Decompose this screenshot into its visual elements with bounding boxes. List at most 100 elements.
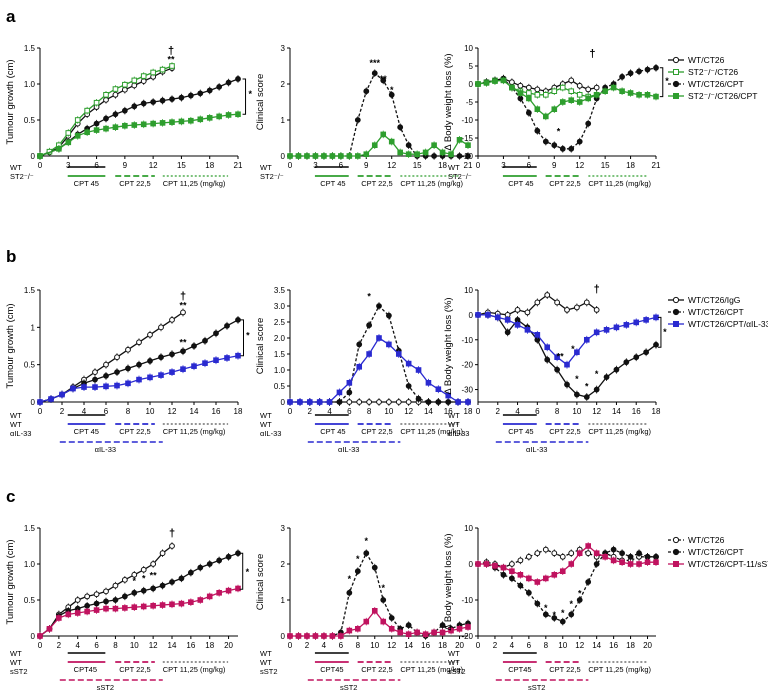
y-tick-label: 3.5 — [274, 286, 286, 295]
schedule-dose-label: CPT 11,25 (mg/kg) — [163, 179, 226, 188]
data-point — [380, 597, 387, 603]
data-point — [627, 561, 634, 567]
data-point — [602, 88, 608, 95]
data-point — [112, 124, 119, 131]
data-point — [534, 299, 541, 306]
data-point — [559, 618, 566, 625]
significance-bracket — [240, 319, 244, 357]
data-point — [93, 120, 100, 127]
data-point — [380, 618, 387, 625]
legend-label: ST2⁻/⁻/CT26 — [688, 67, 738, 77]
data-point — [150, 99, 157, 105]
data-point — [619, 73, 625, 80]
x-tick-label: 16 — [421, 641, 430, 650]
y-tick-label: 3 — [281, 44, 286, 53]
data-point — [610, 84, 617, 91]
data-point — [316, 399, 323, 405]
data-point — [554, 299, 561, 306]
schedule-row-label: WT — [260, 420, 272, 429]
data-point — [354, 568, 361, 575]
schedule-dose-label: CPT 11,25 (mg/kg) — [588, 665, 651, 674]
data-point — [543, 92, 549, 98]
data-point — [84, 129, 90, 136]
series-blue-filled-square — [37, 351, 241, 406]
data-point — [534, 550, 541, 557]
data-point — [158, 354, 164, 361]
schedule-dose-label: CPT 45 — [320, 179, 345, 188]
data-point — [224, 322, 230, 329]
data-point — [321, 633, 327, 639]
legend-marker — [672, 308, 680, 316]
x-tick-label: 0 — [288, 407, 293, 416]
significance-annotation: ** — [557, 352, 565, 362]
data-point — [559, 84, 566, 91]
data-point — [112, 86, 119, 92]
legend-label: WT/CT26 — [688, 535, 725, 545]
significance-annotation: * — [246, 567, 250, 577]
data-point — [376, 303, 382, 309]
y-tick-label: 1.0 — [24, 560, 36, 569]
data-point — [216, 590, 222, 596]
data-point — [93, 607, 100, 613]
data-point — [500, 571, 507, 578]
x-tick-label: 21 — [234, 161, 243, 170]
data-point — [483, 561, 490, 567]
data-point — [74, 133, 81, 139]
data-point — [431, 629, 437, 636]
x-tick-label: 8 — [555, 407, 560, 416]
data-point — [568, 97, 575, 104]
x-tick-label: 10 — [558, 641, 567, 650]
data-point — [287, 633, 293, 639]
data-point — [439, 149, 446, 156]
data-point — [187, 92, 194, 99]
legend-a: WT/CT26 ST2⁻/⁻/CT26 WT/CT26/CPT ST2⁻/⁻/CT26… — [668, 55, 757, 101]
data-point — [465, 399, 471, 405]
data-point — [346, 627, 353, 634]
data-point — [542, 546, 549, 553]
schedule-agent-label: αIL-33 — [338, 445, 359, 454]
data-point — [225, 553, 232, 560]
y-tick-label: -10 — [461, 336, 473, 345]
data-point — [304, 633, 310, 639]
series-line — [290, 609, 469, 637]
significance-annotation: * — [561, 608, 565, 618]
data-point — [585, 95, 591, 102]
data-point — [103, 588, 109, 595]
x-tick-label: 12 — [404, 407, 413, 416]
y-axis-label: Δ Body weight loss (%) — [443, 297, 454, 394]
data-point — [644, 66, 651, 73]
chart-b3: -30 -20 -10 0 10 0 2 4 6 8 10 12 14 16 18 Δ Body weight… — [443, 283, 667, 416]
schedule-dose-label: CPT45 — [320, 665, 343, 674]
data-point — [37, 153, 43, 159]
data-point — [644, 559, 651, 566]
x-tick-label: 8 — [113, 641, 118, 650]
data-point — [169, 601, 175, 608]
x-tick-label: 6 — [535, 407, 540, 416]
significance-bracket — [659, 67, 664, 98]
data-point — [593, 92, 600, 98]
x-tick-label: 12 — [592, 407, 601, 416]
data-point — [653, 93, 659, 100]
data-point — [397, 149, 403, 156]
data-point — [70, 385, 76, 392]
data-point — [613, 366, 620, 373]
significance-annotation: * — [575, 374, 579, 384]
data-point — [585, 579, 592, 585]
data-point — [306, 399, 313, 405]
data-point — [534, 332, 541, 338]
series-black-filled-circle — [475, 545, 659, 626]
data-point — [405, 399, 412, 405]
significance-annotation: * — [557, 126, 561, 136]
data-point — [405, 631, 412, 638]
data-point — [380, 131, 387, 138]
data-point — [114, 369, 120, 376]
y-tick-label: 0 — [31, 632, 36, 641]
data-point — [122, 81, 128, 88]
data-point — [122, 605, 128, 611]
series-line — [290, 72, 468, 157]
data-point — [178, 575, 185, 582]
data-point — [445, 399, 452, 405]
x-tick-label: 12 — [575, 641, 584, 650]
